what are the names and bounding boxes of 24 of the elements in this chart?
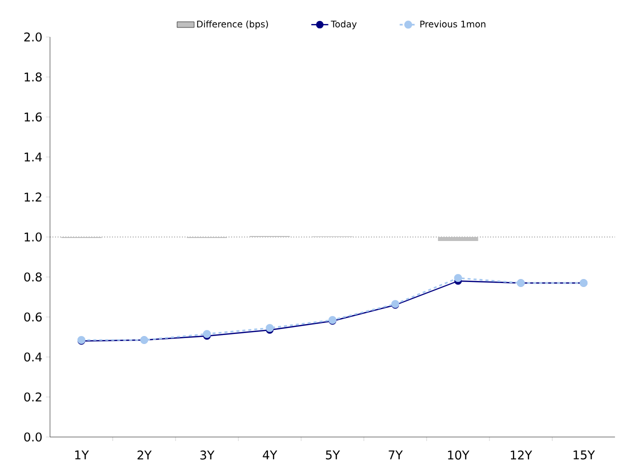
x-tick-label: 12Y bbox=[510, 450, 532, 460]
y-tick-label: 0.6 bbox=[24, 312, 42, 322]
x-tick-label: 15Y bbox=[574, 450, 595, 460]
x-tick-label: 5Y bbox=[326, 450, 340, 460]
y-tick-label: 0.4 bbox=[24, 352, 42, 362]
y-tick-label: 2.0 bbox=[24, 32, 42, 42]
x-tick-label: 7Y bbox=[388, 450, 403, 460]
legend-label: Previous 1mon bbox=[420, 20, 486, 28]
x-tick-label: 10Y bbox=[448, 450, 470, 460]
y-tick-label: 0.8 bbox=[24, 272, 42, 282]
y-tick-label: 0.2 bbox=[24, 392, 42, 402]
point bbox=[454, 274, 462, 282]
y-tick-label: 1.2 bbox=[24, 192, 42, 202]
y-tick-label: 1.0 bbox=[24, 232, 42, 242]
x-tick-label: 4Y bbox=[262, 450, 278, 460]
x-tick-label: 3Y bbox=[200, 450, 214, 460]
y-tick-label: 0.0 bbox=[24, 432, 42, 442]
y-tick-label: 1.8 bbox=[24, 72, 42, 82]
x-tick-label: 1Y bbox=[75, 450, 89, 460]
x-tick-label: 2Y bbox=[138, 450, 152, 460]
legend-label: Difference (bps) bbox=[197, 20, 268, 30]
y-tick-label: 1.4 bbox=[24, 152, 42, 162]
y-tick-label: 1.6 bbox=[24, 112, 42, 122]
legend-label: Today bbox=[330, 20, 357, 30]
